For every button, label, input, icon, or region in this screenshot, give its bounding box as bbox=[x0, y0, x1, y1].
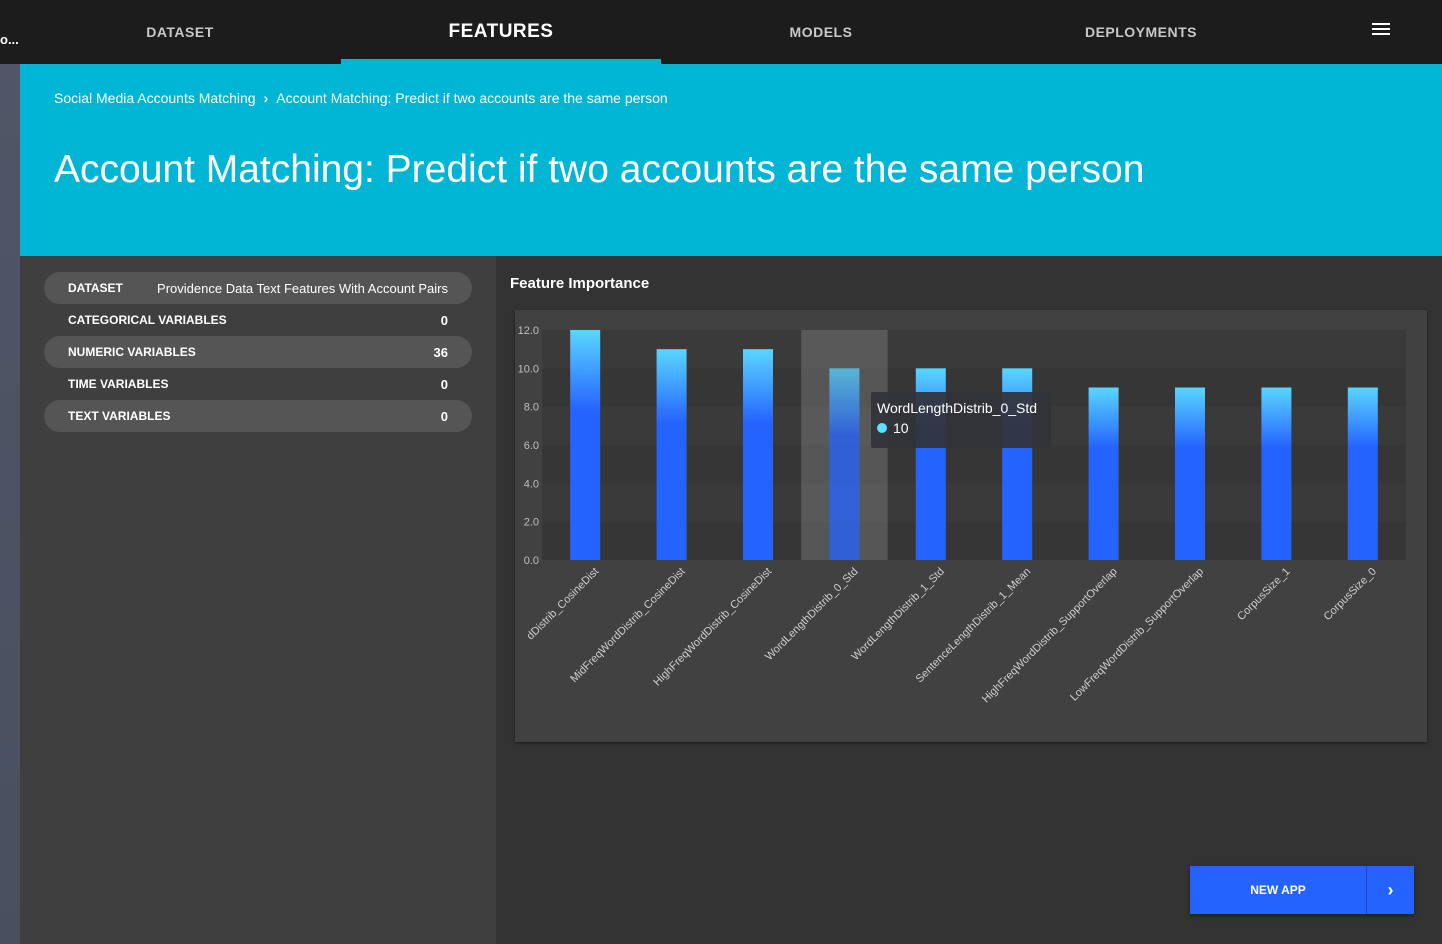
series-dot-icon bbox=[877, 423, 887, 433]
tooltip-value: 10 bbox=[893, 420, 909, 436]
summary-row-categorical: CATEGORICAL VARIABLES 0 bbox=[44, 304, 472, 336]
x-tick-label: WordLengthDistrib_1_Std bbox=[850, 566, 947, 663]
y-tick-label: 0.0 bbox=[524, 555, 539, 567]
summary-row-dataset: DATASET Providence Data Text Features Wi… bbox=[44, 272, 472, 304]
summary-value: 0 bbox=[440, 376, 448, 392]
tab-deployments[interactable]: DEPLOYMENTS bbox=[1084, 24, 1198, 40]
top-navigation: DATASET FEATURES MODELS DEPLOYMENTS bbox=[20, 0, 1442, 64]
breadcrumb-project-link[interactable]: Social Media Accounts Matching bbox=[54, 90, 256, 106]
tab-dataset[interactable]: DATASET bbox=[146, 24, 214, 40]
x-tick-label: CorpusSize_1 bbox=[1235, 566, 1292, 623]
feature-importance-chart: 0.0 2.0 4.0 6.0 8.0 10.0 12.0 dDistrib_CosineDi… bbox=[515, 310, 1427, 742]
new-app-button[interactable]: NEW APP › bbox=[1190, 866, 1414, 914]
x-tick-label: CorpusSize_0 bbox=[1322, 566, 1379, 623]
tooltip-value-row: 10 bbox=[877, 420, 1045, 436]
x-tick-label: LowFreqWordDistrib_SupportOverlap bbox=[1068, 566, 1206, 704]
summary-label: NUMERIC VARIABLES bbox=[68, 345, 196, 359]
hamburger-menu-icon[interactable] bbox=[1372, 20, 1392, 36]
bar-HighFreqWordDistrib_SupportOverlap bbox=[1088, 387, 1119, 560]
bar-chart-svg: 0.0 2.0 4.0 6.0 8.0 10.0 12.0 dDistrib_CosineDi… bbox=[518, 325, 1406, 706]
new-app-label[interactable]: NEW APP bbox=[1250, 883, 1306, 897]
bar-HighFreqWordDistrib_CosineDist bbox=[743, 349, 773, 560]
summary-label: TEXT VARIABLES bbox=[68, 409, 171, 423]
feature-importance-title: Feature Importance bbox=[510, 275, 650, 292]
y-tick-label: 10.0 bbox=[518, 363, 539, 375]
breadcrumb: Social Media Accounts Matching › Account… bbox=[54, 90, 668, 106]
left-strip-top bbox=[0, 0, 20, 64]
x-tick-label: dDistrib_CosineDist bbox=[525, 566, 602, 643]
summary-value: 0 bbox=[440, 408, 448, 424]
page-title: Account Matching: Predict if two account… bbox=[54, 148, 1145, 191]
y-tick-label: 2.0 bbox=[524, 517, 539, 529]
x-tick-label: WordLengthDistrib_0_Std bbox=[763, 566, 860, 663]
dataset-summary-panel: DATASET Providence Data Text Features Wi… bbox=[20, 256, 496, 944]
app-abbrev[interactable]: o... bbox=[0, 32, 19, 47]
y-tick-label: 8.0 bbox=[524, 402, 539, 414]
summary-dataset-value: Providence Data Text Features With Accou… bbox=[157, 280, 448, 296]
breadcrumb-current[interactable]: Account Matching: Predict if two account… bbox=[276, 90, 668, 106]
summary-row-time: TIME VARIABLES 0 bbox=[44, 368, 472, 400]
chevron-right-icon[interactable]: › bbox=[1366, 866, 1414, 914]
chart-tooltip: WordLengthDistrib_0_Std 10 bbox=[871, 392, 1051, 448]
y-tick-label: 4.0 bbox=[524, 478, 539, 490]
summary-label: DATASET bbox=[68, 281, 123, 295]
bar-LowFreqWordDistrib_SupportOverlap bbox=[1175, 387, 1205, 560]
bar-dDistrib_CosineDist bbox=[570, 330, 601, 560]
main-content: Feature Importance 0.0 2.0 4.0 6.0 8.0 10.0 12… bbox=[496, 256, 1442, 944]
summary-label: TIME VARIABLES bbox=[68, 377, 169, 391]
summary-row-text: TEXT VARIABLES 0 bbox=[44, 400, 472, 432]
y-tick-label: 12.0 bbox=[518, 325, 539, 337]
x-tick-label: HighFreqWordDistrib_SupportOverlap bbox=[980, 566, 1120, 706]
tab-features[interactable]: FEATURES bbox=[341, 0, 661, 64]
bar-WordLengthDistrib_0_Std bbox=[829, 368, 860, 560]
bar-MidFreqWordDistrib_CosineDist bbox=[656, 349, 687, 560]
page-header-banner: Social Media Accounts Matching › Account… bbox=[20, 64, 1442, 256]
chevron-right-icon: › bbox=[263, 90, 269, 106]
summary-value: 36 bbox=[433, 344, 448, 360]
tooltip-feature-name: WordLengthDistrib_0_Std bbox=[877, 400, 1038, 416]
bar-CorpusSize_1 bbox=[1261, 387, 1292, 560]
left-sidebar-strip bbox=[0, 64, 20, 944]
summary-row-numeric: NUMERIC VARIABLES 36 bbox=[44, 336, 472, 368]
summary-value: 0 bbox=[440, 312, 448, 328]
y-tick-label: 6.0 bbox=[524, 440, 539, 452]
summary-label: CATEGORICAL VARIABLES bbox=[68, 313, 227, 327]
bar-CorpusSize_0 bbox=[1347, 387, 1378, 560]
tab-models[interactable]: MODELS bbox=[789, 24, 853, 40]
